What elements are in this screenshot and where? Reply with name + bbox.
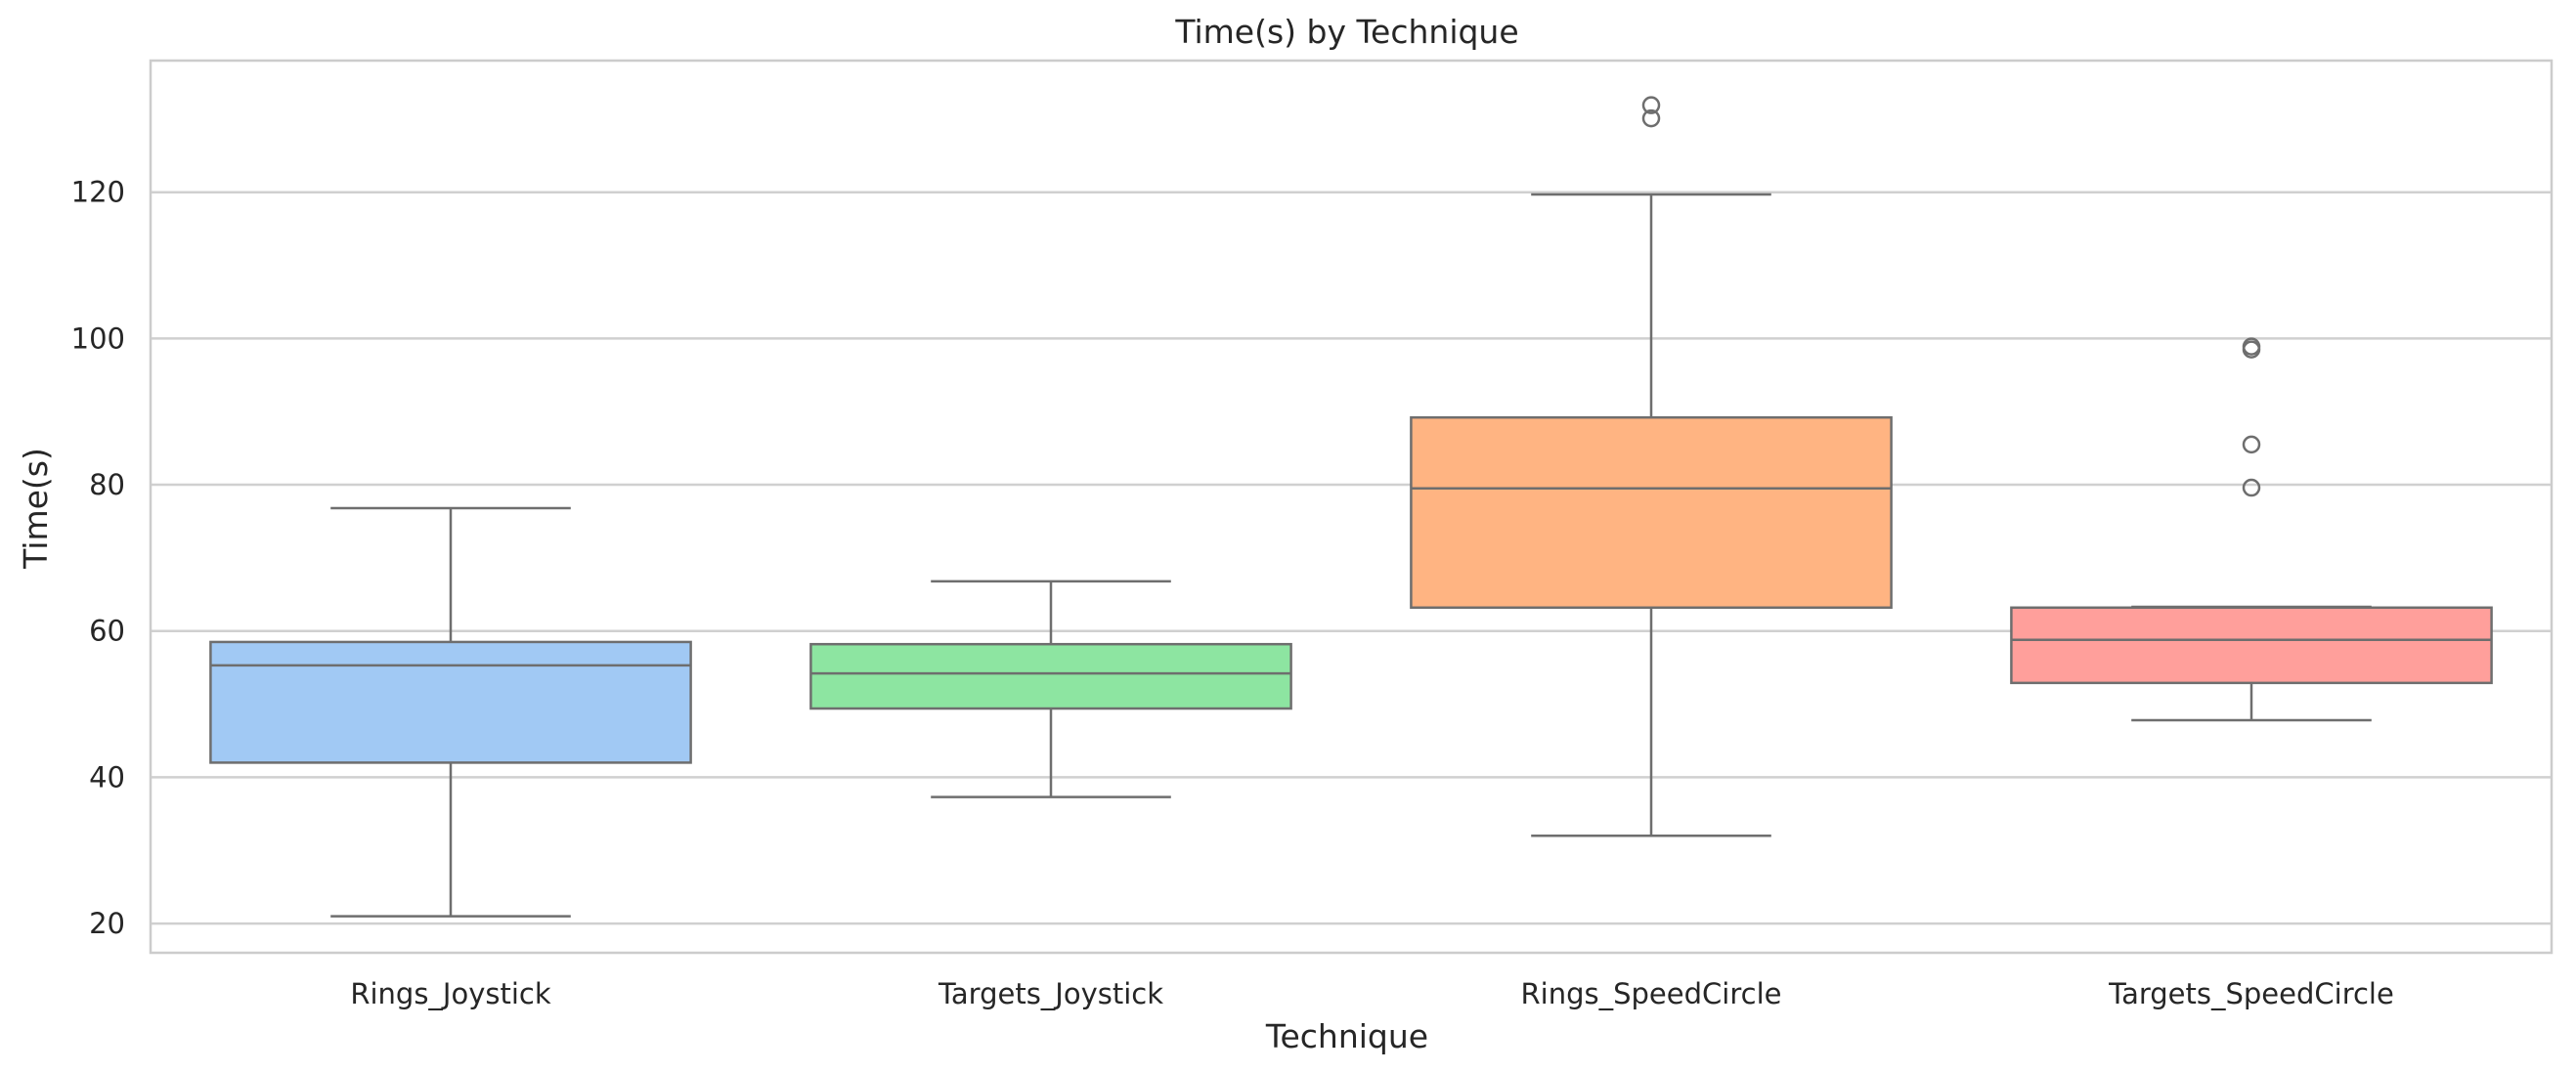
y-tick-label: 120 [71, 176, 125, 209]
y-axis-label: Time(s) [17, 448, 55, 570]
outlier-point [1641, 108, 1661, 128]
x-tick-label: Targets_Joystick [938, 977, 1163, 1010]
x-tick-label: Rings_SpeedCircle [1521, 977, 1782, 1010]
plot-frame [149, 59, 2554, 955]
outlier-point [2242, 478, 2261, 497]
box [2010, 606, 2493, 685]
grid-lines [151, 191, 2552, 925]
y-tick-label: 40 [89, 760, 125, 793]
y-tick-labels: 20 40 60 80 100 120 [71, 176, 125, 940]
box-group-rings-speedcircle [1410, 96, 1893, 837]
y-tick-label: 80 [89, 468, 125, 501]
outlier-point [1641, 96, 1661, 114]
boxes-layer [209, 96, 2493, 918]
box-group-rings-joystick [209, 506, 692, 918]
x-axis-label: Technique [1265, 1017, 1428, 1055]
box [809, 642, 1292, 710]
y-tick-label: 100 [71, 322, 125, 355]
outlier-point [2242, 435, 2261, 454]
box-group-targets-speedcircle [2010, 337, 2493, 722]
outlier-point [2242, 337, 2261, 356]
box-group-targets-joystick [809, 579, 1292, 798]
chart-title: Time(s) by Technique [1174, 13, 1518, 51]
box [1410, 415, 1893, 610]
x-tick-label: Rings_Joystick [350, 977, 551, 1010]
plot-area [151, 61, 2552, 953]
y-tick-label: 20 [89, 907, 125, 940]
x-tick-label: Targets_SpeedCircle [2108, 977, 2394, 1010]
x-tick-labels: Rings_Joystick Targets_Joystick Rings_Spee… [350, 977, 2394, 1010]
box [209, 640, 692, 764]
y-tick-label: 60 [89, 615, 125, 648]
